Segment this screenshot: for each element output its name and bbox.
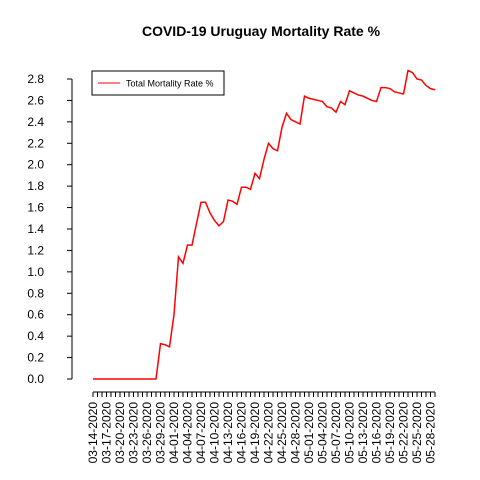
x-tick-label: 05-10-2020	[343, 402, 357, 464]
x-tick-label: 04-28-2020	[289, 402, 303, 464]
x-tick-label: 03-23-2020	[127, 402, 141, 464]
x-tick-label: 04-19-2020	[248, 402, 262, 464]
x-tick-label: 04-04-2020	[181, 402, 195, 464]
chart-title: COVID-19 Uruguay Mortality Rate %	[142, 23, 381, 39]
x-tick-label: 05-28-2020	[424, 402, 438, 464]
y-tick-label: 0.0	[27, 372, 44, 386]
y-tick-label: 1.6	[27, 201, 44, 215]
x-tick-label: 05-22-2020	[397, 402, 411, 464]
x-tick-label: 03-20-2020	[113, 402, 127, 464]
x-tick-label: 05-13-2020	[356, 402, 370, 464]
data-line	[93, 69, 436, 380]
y-tick-label: 0.4	[27, 329, 44, 343]
x-tick-label: 04-25-2020	[275, 402, 289, 464]
x-tick-label: 04-10-2020	[208, 402, 222, 464]
y-tick-label: 2.6	[27, 93, 44, 107]
legend-label: Total Mortality Rate %	[126, 79, 214, 89]
y-tick-label: 1.2	[27, 243, 44, 257]
x-tick-label: 05-01-2020	[302, 402, 316, 464]
y-tick-label: 0.6	[27, 308, 44, 322]
y-tick-label: 2.2	[27, 136, 44, 150]
y-tick-label: 2.4	[27, 115, 44, 129]
y-tick-label: 1.0	[27, 265, 44, 279]
y-tick-label: 0.8	[27, 286, 44, 300]
x-tick-label: 04-16-2020	[235, 402, 249, 464]
y-tick-label: 2.8	[27, 72, 44, 86]
x-tick-label: 04-22-2020	[262, 402, 276, 464]
y-tick-label: 1.4	[27, 222, 44, 236]
y-tick-label: 0.2	[27, 351, 44, 365]
x-tick-label: 04-07-2020	[194, 402, 208, 464]
x-tick-label: 05-04-2020	[316, 402, 330, 464]
x-tick-label: 04-01-2020	[167, 402, 181, 464]
x-tick-label: 03-29-2020	[154, 402, 168, 464]
y-tick-label: 1.8	[27, 179, 44, 193]
x-tick-label: 04-13-2020	[221, 402, 235, 464]
x-tick-label: 05-07-2020	[329, 402, 343, 464]
x-tick-label: 05-16-2020	[370, 402, 384, 464]
y-tick-label: 2.0	[27, 158, 44, 172]
x-tick-label: 05-19-2020	[383, 402, 397, 464]
x-tick-label: 03-14-2020	[86, 402, 100, 464]
x-tick-label: 05-25-2020	[410, 402, 424, 464]
x-tick-label: 03-26-2020	[140, 402, 154, 464]
x-tick-label: 03-17-2020	[100, 402, 114, 464]
